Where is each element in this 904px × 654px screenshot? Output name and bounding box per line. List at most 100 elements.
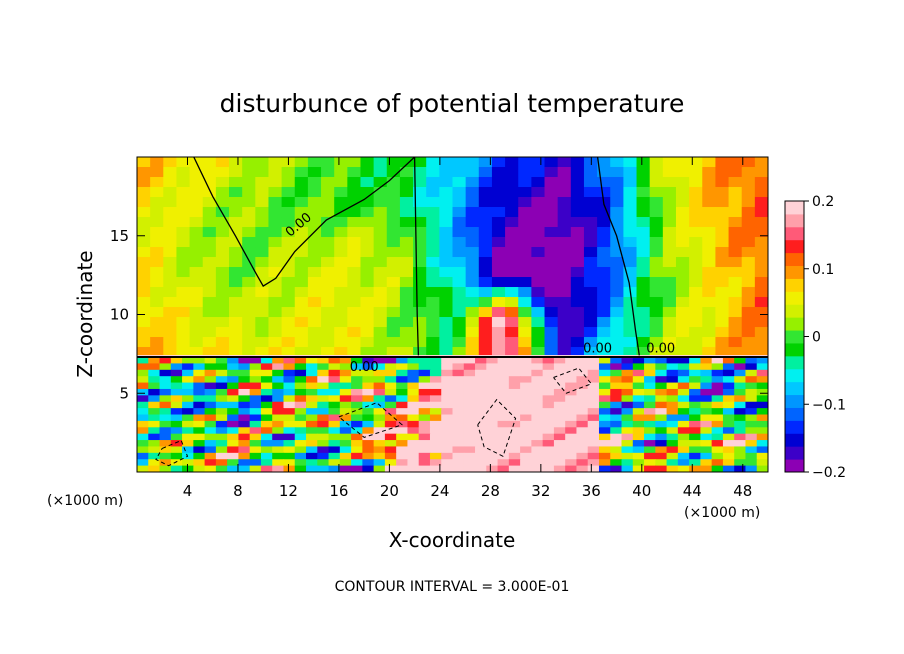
heatmap-cell-lower <box>317 459 330 467</box>
heatmap-cell-lower <box>610 446 623 454</box>
heatmap-cell-lower <box>565 401 578 409</box>
heatmap-cell-lower <box>182 446 194 454</box>
heatmap-cell-lower <box>689 465 701 472</box>
colorbar-segment <box>785 226 804 241</box>
heatmap-cell-lower <box>306 376 318 384</box>
heatmap-cell-lower <box>463 427 476 435</box>
heatmap-cell-lower <box>756 395 768 403</box>
heatmap-cell-upper <box>649 287 664 298</box>
heatmap-cell-upper <box>281 187 296 198</box>
heatmap-cell-upper <box>163 287 178 298</box>
heatmap-cell-lower <box>249 395 262 403</box>
heatmap-cell-upper <box>544 247 559 258</box>
heatmap-cell-upper <box>491 347 506 358</box>
heatmap-cell-lower <box>576 376 589 384</box>
heatmap-cell-lower <box>272 388 285 396</box>
heatmap-cell-upper <box>426 277 440 288</box>
heatmap-cell-upper <box>452 237 467 248</box>
heatmap-cell-upper <box>255 297 270 308</box>
heatmap-cell-upper <box>163 267 178 278</box>
heatmap-cell-lower <box>328 376 341 384</box>
heatmap-cell-lower <box>711 433 724 441</box>
heatmap-cell-upper <box>544 337 559 348</box>
heatmap-cell-upper <box>583 197 598 208</box>
heatmap-cell-lower <box>215 401 228 409</box>
heatmap-cell-upper <box>702 177 717 188</box>
heatmap-cell-lower <box>666 369 679 377</box>
heatmap-cell-lower <box>452 376 465 384</box>
heatmap-cell-upper <box>413 227 427 238</box>
heatmap-cell-lower <box>306 388 318 396</box>
heatmap-cell-upper <box>321 297 335 308</box>
heatmap-cell-lower <box>553 420 566 428</box>
heatmap-cell-lower <box>249 408 262 416</box>
heatmap-cell-upper <box>137 287 151 298</box>
heatmap-cell-upper <box>413 297 427 308</box>
heatmap-cell-lower <box>339 363 352 371</box>
heatmap-cell-lower <box>384 357 397 365</box>
heatmap-cell-lower <box>508 388 521 396</box>
heatmap-cell-lower <box>734 440 747 448</box>
heatmap-cell-lower <box>215 376 228 384</box>
heatmap-cell-lower <box>689 433 701 441</box>
heatmap-cell-lower <box>283 427 296 435</box>
heatmap-cell-lower <box>362 440 375 448</box>
contour-line-negative <box>477 398 517 458</box>
heatmap-cell-lower <box>441 376 454 384</box>
heatmap-cell-upper <box>623 167 638 178</box>
heatmap-cell-lower <box>745 395 758 403</box>
heatmap-cell-upper <box>465 247 480 258</box>
heatmap-cell-upper <box>137 267 151 278</box>
heatmap-cell-upper <box>321 287 335 298</box>
heatmap-cell-upper <box>426 187 440 198</box>
heatmap-cell-lower <box>666 363 679 371</box>
heatmap-cell-lower <box>215 427 228 435</box>
heatmap-cell-upper <box>399 197 414 208</box>
heatmap-cell-lower <box>756 408 768 416</box>
heatmap-cell-lower <box>576 408 589 416</box>
heatmap-cell-upper <box>610 327 624 338</box>
heatmap-cell-upper <box>465 307 480 318</box>
heatmap-cell-upper <box>413 327 427 338</box>
heatmap-cell-upper <box>557 327 572 338</box>
heatmap-cell-upper <box>163 257 178 268</box>
heatmap-cell-upper <box>373 307 388 318</box>
heatmap-cell-lower <box>644 452 656 460</box>
heatmap-cell-upper <box>399 167 414 178</box>
heatmap-cell-lower <box>610 414 623 422</box>
heatmap-cell-lower <box>260 395 273 403</box>
heatmap-cell-upper <box>137 177 151 188</box>
heatmap-cell-upper <box>426 237 440 248</box>
heatmap-cell-lower <box>159 408 172 416</box>
heatmap-cell-upper <box>202 297 217 308</box>
heatmap-cell-lower <box>531 446 544 454</box>
heatmap-cell-upper <box>386 167 401 178</box>
heatmap-cell-lower <box>294 433 307 441</box>
heatmap-cell-upper <box>570 157 585 168</box>
heatmap-cell-upper <box>268 277 283 288</box>
heatmap-cell-lower <box>170 459 183 467</box>
heatmap-cell-lower <box>711 408 724 416</box>
heatmap-cell-lower <box>711 420 724 428</box>
heatmap-cell-lower <box>238 427 251 435</box>
heatmap-cell-lower <box>644 357 656 365</box>
heatmap-cell-lower <box>576 363 589 371</box>
heatmap-cell-lower <box>260 459 273 467</box>
heatmap-cell-lower <box>576 446 589 454</box>
heatmap-cell-upper <box>544 267 559 278</box>
heatmap-cell-upper <box>452 307 467 318</box>
heatmap-cell-lower <box>272 452 285 460</box>
heatmap-cell-upper <box>189 197 204 208</box>
heatmap-cell-lower <box>689 401 701 409</box>
heatmap-cell-lower <box>429 369 442 377</box>
heatmap-cell-upper <box>281 327 296 338</box>
heatmap-cell-lower <box>148 452 161 460</box>
heatmap-cell-upper <box>386 227 401 238</box>
heatmap-cell-lower <box>441 357 454 365</box>
heatmap-cell-lower <box>227 452 240 460</box>
heatmap-cell-upper <box>702 157 717 168</box>
heatmap-cell-lower <box>655 395 668 403</box>
heatmap-cell-lower <box>632 388 645 396</box>
heatmap-cell-upper <box>728 257 743 268</box>
heatmap-cell-upper <box>505 297 519 308</box>
